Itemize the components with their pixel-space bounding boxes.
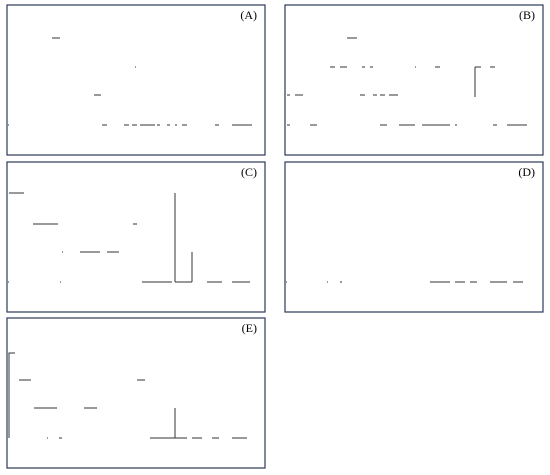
panel-label: (C)	[241, 165, 257, 179]
panel-frame	[284, 4, 544, 156]
panel-a: (A)	[6, 4, 266, 156]
panel-label: (E)	[242, 321, 257, 335]
panel-frame	[6, 161, 266, 313]
panel-label: (A)	[240, 8, 257, 22]
panel-c: (C)	[6, 161, 266, 313]
panel-frame	[6, 4, 266, 156]
panel-marks	[8, 37, 252, 126]
panel-marks	[8, 192, 250, 283]
panel-label: (B)	[519, 8, 535, 22]
panel-frame	[284, 161, 544, 313]
panel-frame	[6, 317, 266, 469]
panel-e: (E)	[6, 317, 266, 469]
panel-label: (D)	[518, 165, 535, 179]
panel-marks	[8, 352, 247, 439]
panel-marks	[287, 37, 527, 126]
panel-d: (D)	[284, 161, 544, 313]
panel-b: (B)	[284, 4, 544, 156]
